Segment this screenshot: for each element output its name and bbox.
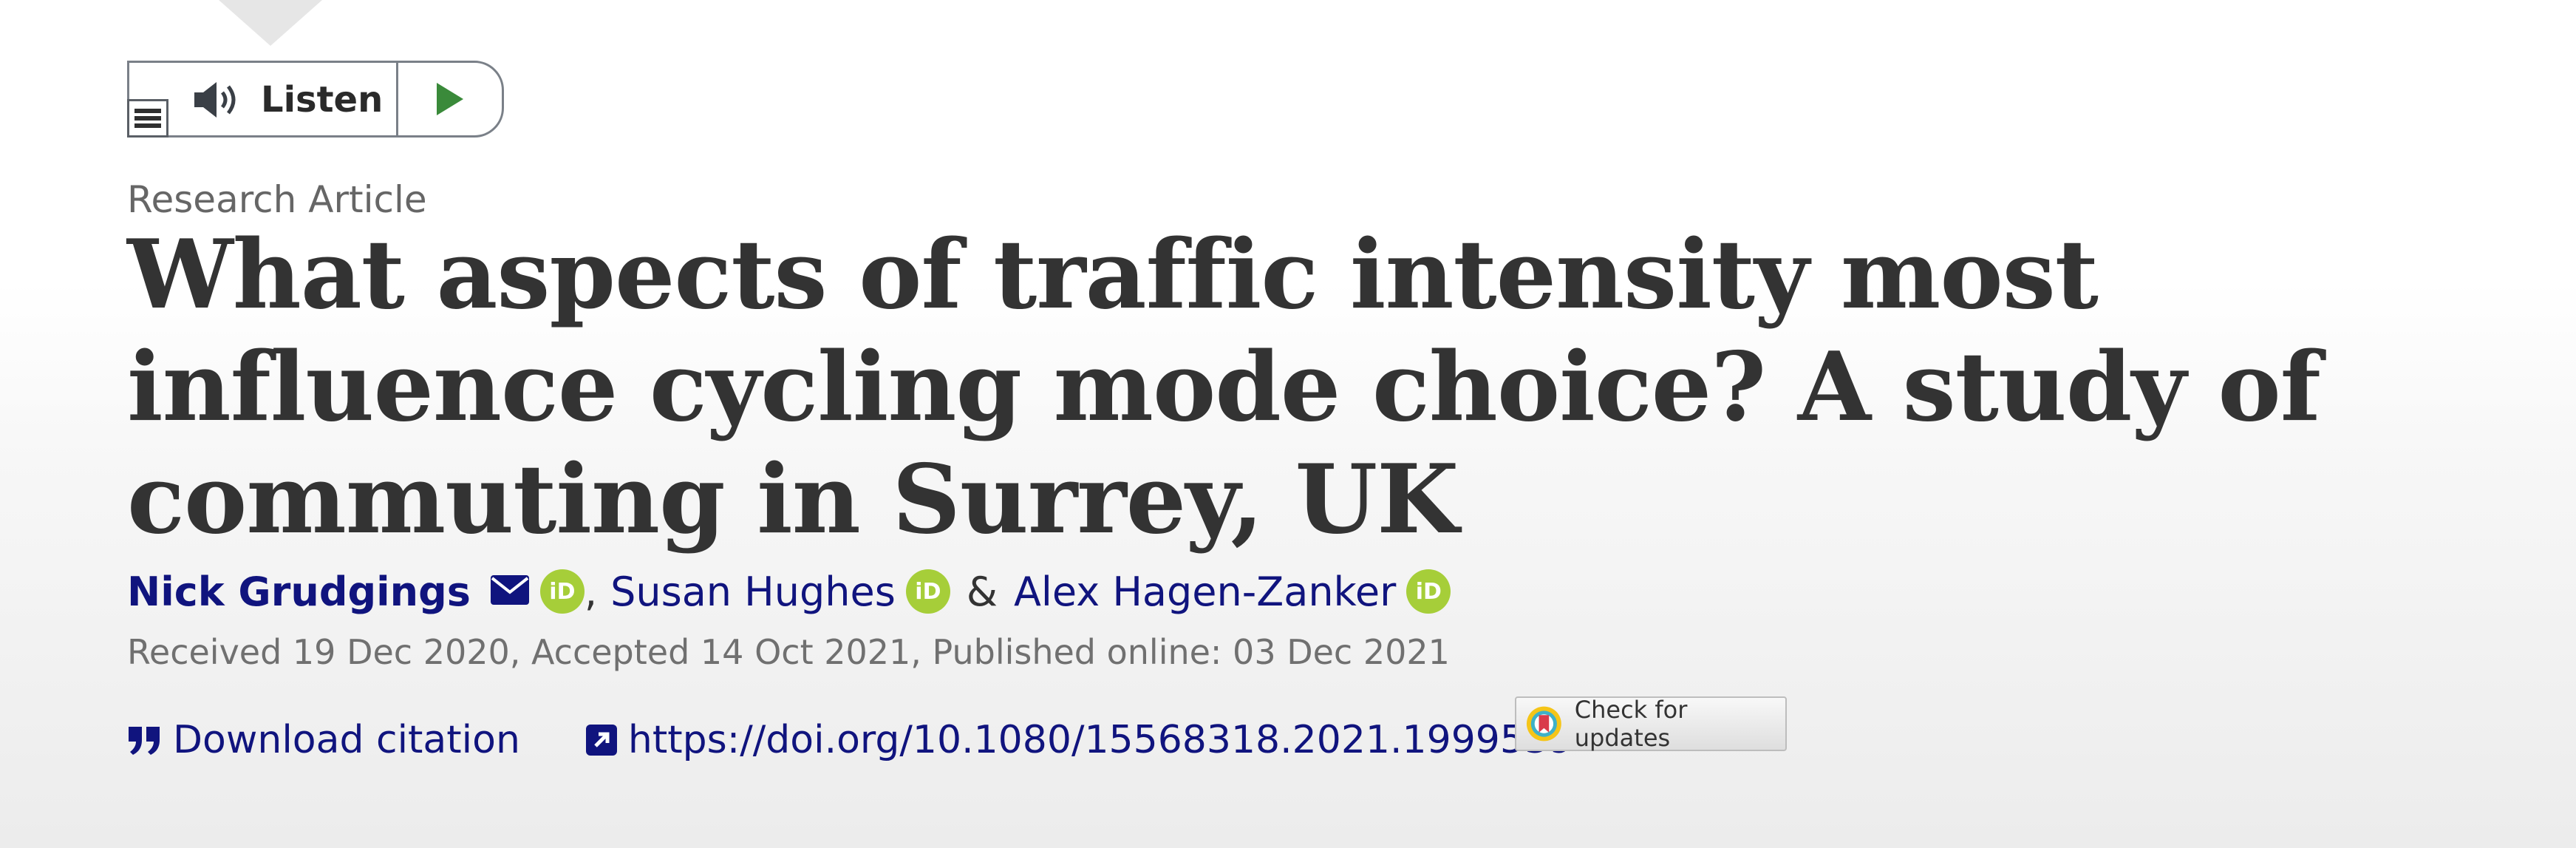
- download-citation-label: Download citation: [173, 718, 520, 762]
- article-type: Research Article: [127, 178, 427, 221]
- author-list: Nick Grudgings iD , Susan Hughes iD & Al…: [127, 563, 1451, 620]
- orcid-icon[interactable]: iD: [539, 569, 585, 614]
- publication-dates: Received 19 Dec 2020, Accepted 14 Oct 20…: [127, 632, 1450, 672]
- check-for-updates-button[interactable]: Check for updates: [1515, 696, 1787, 752]
- menu-icon[interactable]: [127, 99, 168, 138]
- author-link[interactable]: Susan Hughes: [610, 568, 896, 615]
- external-link-icon: [585, 725, 617, 756]
- article-actions: Download citation https://doi.org/10.108…: [127, 714, 1573, 766]
- download-citation-link[interactable]: Download citation: [127, 718, 520, 762]
- check-for-updates-label: Check for updates: [1574, 696, 1688, 752]
- listen-widget[interactable]: Listen: [127, 61, 504, 138]
- crossmark-icon: [1526, 706, 1561, 742]
- author-separator: &: [966, 568, 998, 615]
- orcid-icon[interactable]: iD: [905, 569, 950, 614]
- play-button[interactable]: [398, 63, 502, 135]
- author-link[interactable]: Alex Hagen-Zanker: [1013, 568, 1397, 615]
- author-link[interactable]: Nick Grudgings: [127, 568, 471, 615]
- orcid-icon[interactable]: iD: [1406, 569, 1451, 614]
- doi-label: https://doi.org/10.1080/15568318.2021.19…: [627, 718, 1574, 762]
- doi-link[interactable]: https://doi.org/10.1080/15568318.2021.19…: [585, 718, 1573, 762]
- speaker-icon: [191, 79, 243, 123]
- listen-button[interactable]: Listen: [127, 63, 398, 138]
- quote-icon: [129, 727, 160, 755]
- play-icon: [437, 83, 463, 115]
- listen-label: Listen: [261, 79, 384, 121]
- header-notch: [219, 0, 322, 46]
- author-separator: ,: [584, 568, 598, 615]
- envelope-icon[interactable]: [490, 569, 530, 615]
- article-title: What aspects of traffic intensity most i…: [127, 220, 2321, 555]
